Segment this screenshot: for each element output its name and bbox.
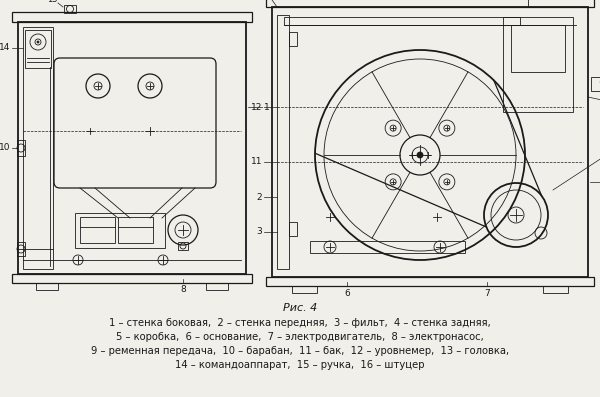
Text: 1: 1 — [264, 102, 270, 112]
Bar — [12, 274, 252, 283]
Text: 14: 14 — [0, 44, 10, 52]
Text: 7: 7 — [484, 289, 490, 297]
Text: 6: 6 — [344, 289, 350, 297]
Bar — [18, 22, 246, 274]
Text: 18: 18 — [70, 0, 80, 2]
Bar — [511, 25, 565, 72]
Bar — [17, 140, 25, 156]
Text: 3: 3 — [256, 227, 262, 237]
Text: 5 – коробка,  6 – основание,  7 – электродвигатель,  8 – электронасос,: 5 – коробка, 6 – основание, 7 – электрод… — [116, 332, 484, 342]
Text: 2: 2 — [256, 193, 262, 202]
Bar — [310, 241, 465, 253]
Text: 12: 12 — [251, 102, 262, 112]
Bar — [289, 32, 297, 46]
Bar — [64, 5, 76, 13]
Circle shape — [417, 152, 423, 158]
Text: 14 – командоаппарат,  15 – ручка,  16 – штуцер: 14 – командоаппарат, 15 – ручка, 16 – шт… — [175, 360, 425, 370]
Circle shape — [37, 41, 39, 43]
Text: 10: 10 — [0, 143, 10, 152]
Bar — [118, 217, 153, 243]
Bar — [25, 30, 51, 68]
Bar — [591, 77, 600, 91]
Text: Рис. 4: Рис. 4 — [283, 303, 317, 313]
Text: 11: 11 — [251, 158, 262, 166]
Bar — [292, 286, 317, 293]
Text: 9 – ременная передача,  10 – барабан,  11 – бак,  12 – уровнемер,  13 – головка,: 9 – ременная передача, 10 – барабан, 11 … — [91, 346, 509, 356]
Bar — [17, 242, 25, 256]
Bar — [206, 283, 228, 290]
Text: 1 – стенка боковая,  2 – стенка передняя,  3 – фильт,  4 – стенка задняя,: 1 – стенка боковая, 2 – стенка передняя,… — [109, 318, 491, 328]
Bar — [503, 17, 573, 112]
Bar — [80, 217, 115, 243]
Text: 8: 8 — [180, 285, 186, 295]
Bar — [12, 12, 252, 22]
Bar — [272, 7, 588, 277]
Bar — [266, 277, 594, 286]
Bar — [289, 222, 297, 236]
Bar — [266, 0, 594, 7]
Bar — [277, 15, 289, 269]
Bar — [75, 213, 165, 248]
Text: 15: 15 — [47, 0, 57, 4]
Bar — [23, 27, 53, 269]
Bar — [178, 242, 188, 250]
Bar — [543, 286, 568, 293]
Bar — [36, 283, 58, 290]
Bar — [284, 17, 520, 25]
